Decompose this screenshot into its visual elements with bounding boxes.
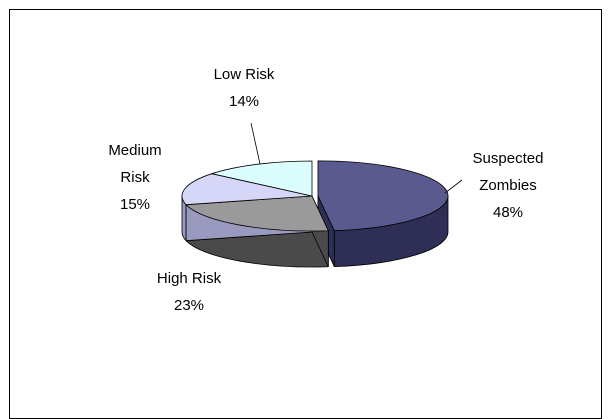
pct-high-risk: 23% (174, 297, 204, 314)
label-medium-risk: Medium (108, 142, 161, 159)
slice-medium-risk (181, 173, 313, 206)
pct-low-risk: 14% (229, 93, 259, 110)
slice-high-risk (185, 195, 329, 232)
label-high-risk: High Risk (157, 270, 222, 287)
pct-medium-risk: 15% (120, 196, 150, 213)
slice-low-risk (210, 160, 313, 197)
label-suspected-zombies: Suspected (473, 150, 544, 167)
label-low-risk: Low Risk (214, 66, 275, 83)
label-suspected-zombies-2: Zombies (479, 177, 537, 194)
leader-suspected-zombies (444, 179, 463, 194)
leader-low-risk (250, 122, 261, 165)
pct-suspected-zombies: 48% (493, 204, 523, 221)
label-medium-risk-2: Risk (120, 169, 150, 186)
slice-suspected-zombies (317, 160, 449, 232)
